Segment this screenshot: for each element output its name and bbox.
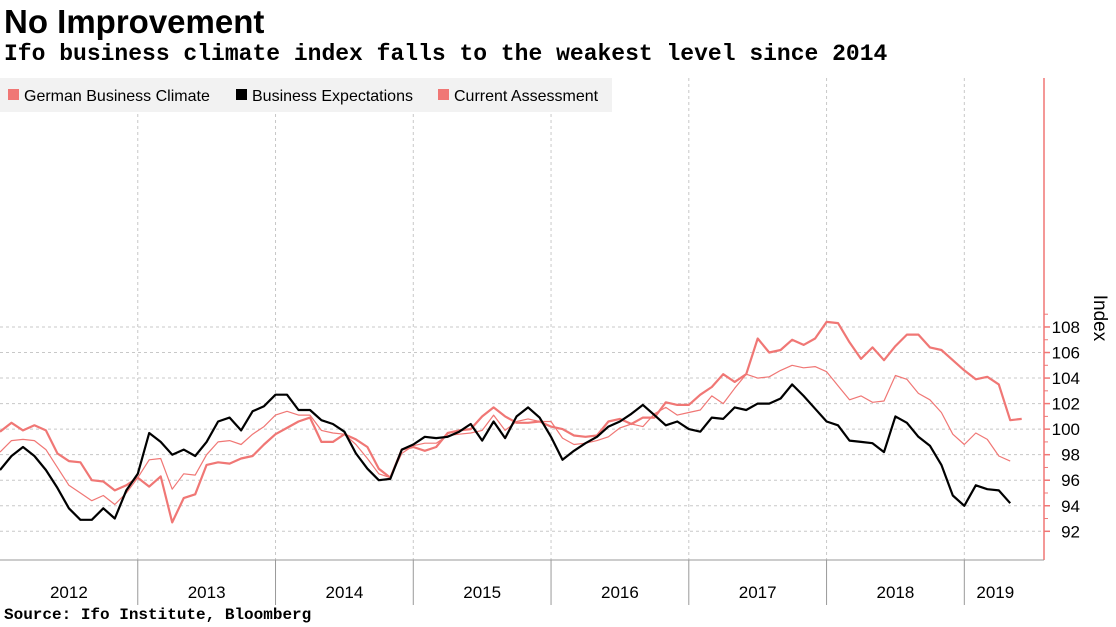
x-axis: 2012 2013 2014 2015 2016 2017 2018 2019 (0, 559, 1044, 602)
x-tick-label: 2012 (50, 583, 88, 602)
legend: German Business Climate Business Expectat… (0, 78, 612, 112)
y-tick-label: 94 (1061, 497, 1080, 516)
y-axis: 92 94 96 98 100 102 104 106 108 (1043, 78, 1080, 560)
year-dividers (137, 78, 965, 605)
x-tick-label: 2015 (463, 583, 501, 602)
y-axis-title: Index (1089, 295, 1110, 342)
y-tick-label: 100 (1052, 420, 1080, 439)
chart-title: No Improvement (4, 3, 265, 40)
legend-swatch (8, 89, 19, 100)
legend-swatch (236, 89, 247, 100)
grid-lines (0, 326, 1044, 532)
legend-label: German Business Climate (24, 88, 210, 105)
series-line-business-expectations (0, 383, 1012, 521)
x-tick-label: 2019 (976, 583, 1014, 602)
x-tick-label: 2013 (188, 583, 226, 602)
source-note: Source: Ifo Institute, Bloomberg (4, 606, 312, 624)
y-tick-label: 98 (1061, 446, 1080, 465)
y-tick-label: 102 (1052, 395, 1080, 414)
y-tick-label: 92 (1061, 522, 1080, 541)
y-tick-label: 106 (1052, 344, 1080, 363)
legend-swatch (438, 89, 449, 100)
x-tick-label: 2016 (601, 583, 639, 602)
y-tick-label: 96 (1061, 471, 1080, 490)
x-tick-label: 2017 (739, 583, 777, 602)
legend-label: Business Expectations (252, 88, 413, 105)
y-tick-label: 108 (1052, 318, 1080, 337)
legend-label: Current Assessment (454, 88, 599, 105)
series-line-current-assessment (0, 320, 1022, 524)
plot-background (0, 78, 1044, 605)
series-line-german-business-climate (0, 364, 1011, 506)
x-tick-label: 2018 (877, 583, 915, 602)
chart-subtitle: Ifo business climate index falls to the … (4, 41, 888, 67)
legend-background (0, 78, 612, 112)
series-layer (0, 320, 1022, 524)
x-tick-label: 2014 (325, 583, 363, 602)
y-tick-label: 104 (1052, 369, 1080, 388)
